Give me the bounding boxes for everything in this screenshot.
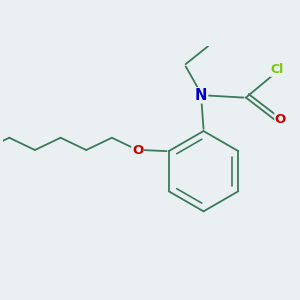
Text: N: N xyxy=(195,88,208,103)
Text: O: O xyxy=(275,113,286,126)
Text: Cl: Cl xyxy=(271,63,284,76)
Text: O: O xyxy=(132,143,143,157)
